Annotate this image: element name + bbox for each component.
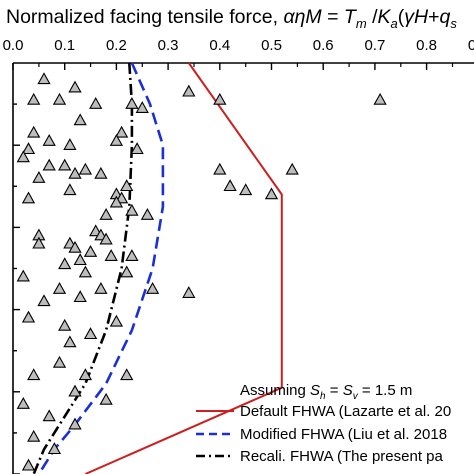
data-point [213, 92, 227, 105]
data-point [223, 179, 237, 192]
data-point [94, 281, 108, 294]
legend-label-default: Default FHWA (Lazarte et al. 20 [240, 403, 451, 420]
data-point [21, 142, 36, 155]
data-point [68, 417, 82, 430]
data-point [213, 162, 227, 175]
data-point [21, 191, 36, 204]
data-point [47, 442, 62, 455]
data-point [42, 409, 56, 422]
x-tick-labels: 0.0 0.1 0.2 0.3 0.4 0.5 0.6 0.7 0.8 0.9 [3, 37, 474, 54]
data-point [58, 257, 72, 270]
x-tick-label: 0.2 [106, 37, 127, 54]
data-point [99, 392, 113, 405]
data-point [135, 101, 149, 113]
data-point [130, 142, 144, 155]
data-point [37, 72, 51, 85]
data-point [32, 170, 46, 183]
data-point [94, 166, 108, 179]
data-point [78, 162, 93, 175]
data-point [37, 294, 51, 307]
legend-label-modified: Modified FHWA (Liu et al. 2018 [240, 426, 447, 443]
data-point [125, 249, 139, 261]
data-point [125, 96, 139, 109]
x-tick-label: 0.1 [54, 37, 75, 54]
x-tick-label: 0.9 [468, 37, 474, 54]
x-tick-label: 0.0 [3, 37, 24, 54]
data-point [32, 236, 46, 249]
data-point [120, 368, 134, 381]
data-point [78, 368, 93, 381]
scatter-points [16, 72, 387, 471]
data-point [145, 281, 160, 294]
data-point [73, 290, 87, 303]
data-point [27, 429, 41, 442]
data-point [63, 335, 77, 348]
data-point [27, 368, 41, 381]
data-point [16, 150, 30, 163]
data-point [68, 384, 82, 397]
data-point [373, 92, 387, 105]
data-point [239, 183, 253, 196]
data-point [99, 232, 113, 245]
data-point [264, 187, 279, 200]
data-point [109, 195, 124, 208]
x-tick-label: 0.7 [364, 37, 385, 54]
data-point [52, 355, 67, 368]
x-tick-label: 0.3 [158, 37, 179, 54]
data-point [58, 318, 72, 331]
data-point [63, 183, 77, 196]
series-lines [32, 62, 283, 474]
data-point [89, 96, 103, 109]
data-point [83, 244, 98, 257]
data-point [83, 327, 98, 340]
chart-title: Normalized facing tensile force, αηM = T… [6, 6, 457, 31]
data-point [120, 179, 134, 192]
x-tick-label: 0.4 [209, 37, 230, 54]
data-point [125, 203, 139, 216]
data-point [99, 207, 113, 220]
data-point [68, 80, 82, 93]
data-point [140, 207, 155, 220]
data-point [182, 286, 196, 298]
legend: Assuming Sh = Sv = 1.5 m Default FHWA (L… [196, 382, 451, 465]
data-point [52, 92, 67, 105]
series-line-recali [32, 62, 134, 474]
series-line-default [84, 62, 283, 474]
data-point [68, 240, 82, 253]
data-point [16, 396, 30, 409]
data-point [42, 133, 56, 146]
x-tick-label: 0.8 [416, 37, 437, 54]
data-point [21, 310, 36, 323]
data-point [114, 125, 129, 138]
data-point [58, 158, 72, 171]
data-point [27, 125, 41, 138]
data-point [182, 84, 196, 97]
series-line-modified [37, 62, 165, 474]
data-point [52, 281, 67, 294]
data-point [73, 253, 87, 266]
x-tick-label: 0.6 [313, 37, 334, 54]
data-point [285, 162, 299, 175]
legend-header: Assuming Sh = Sv = 1.5 m [240, 382, 412, 402]
data-point [68, 166, 82, 179]
x-tick-label: 0.5 [261, 37, 282, 54]
data-point [73, 113, 87, 126]
data-point [104, 249, 118, 261]
data-point [27, 92, 41, 105]
x-ticks [12, 63, 454, 70]
data-point [63, 138, 77, 150]
data-point [109, 133, 124, 146]
data-point [16, 269, 30, 282]
data-point [120, 265, 134, 278]
data-point [109, 314, 124, 327]
data-point [78, 265, 93, 278]
legend-label-recali: Recali. FHWA (The present pa [240, 448, 444, 465]
data-point [21, 458, 36, 471]
data-point [42, 158, 56, 171]
